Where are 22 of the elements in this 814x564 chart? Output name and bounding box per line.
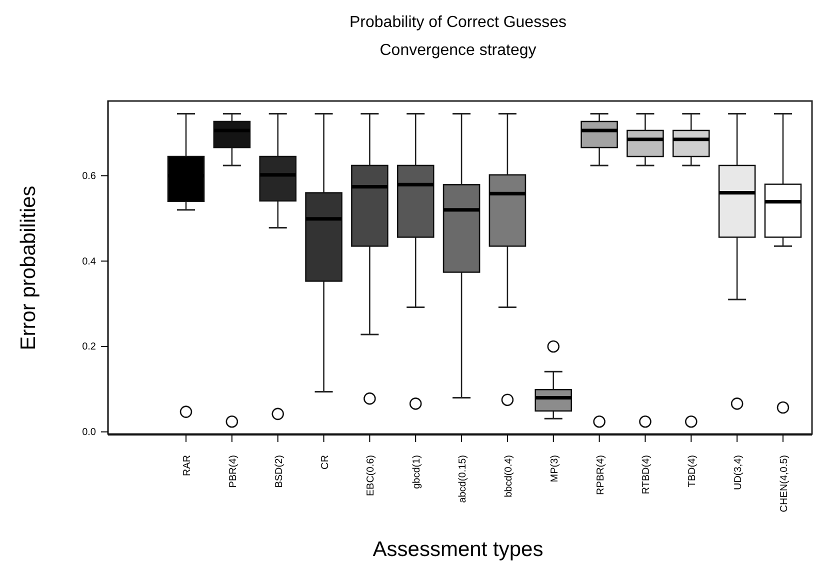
y-axis-title: Error probabilities: [17, 186, 40, 350]
x-tick-label: CR: [320, 455, 331, 470]
x-tick-label: abcd(0.15): [458, 455, 469, 503]
x-tick-label: RTBD(4): [641, 455, 652, 494]
x-tick-label: RPBR(4): [595, 455, 606, 496]
x-tick-label: TBD(4): [687, 455, 698, 488]
x-tick-label: UD(3,4): [733, 455, 744, 490]
x-tick-label: EBC(0.6): [366, 455, 377, 496]
x-tick-label: MP(3): [549, 455, 560, 482]
x-tick-label: PBR(4): [228, 455, 239, 488]
x-tick-label: bbcd(0.4): [503, 455, 514, 498]
x-tick-label: RAR: [182, 455, 193, 476]
y-tick-label: 0.4: [82, 256, 96, 268]
x-axis-title: Assessment types: [372, 538, 544, 561]
y-tick-label: 0.6: [82, 170, 96, 182]
chart-title: Probability of Correct Guesses: [350, 14, 566, 31]
x-tick-label: CHEN(4,0.5): [779, 455, 790, 512]
chart-subtitle: Convergence strategy: [380, 42, 536, 59]
x-tick-label: gbcd(1): [412, 455, 423, 489]
y-tick-label: 0.0: [82, 427, 96, 438]
x-tick-label: BSD(2): [274, 455, 285, 488]
y-tick-label: 0.2: [82, 342, 96, 353]
